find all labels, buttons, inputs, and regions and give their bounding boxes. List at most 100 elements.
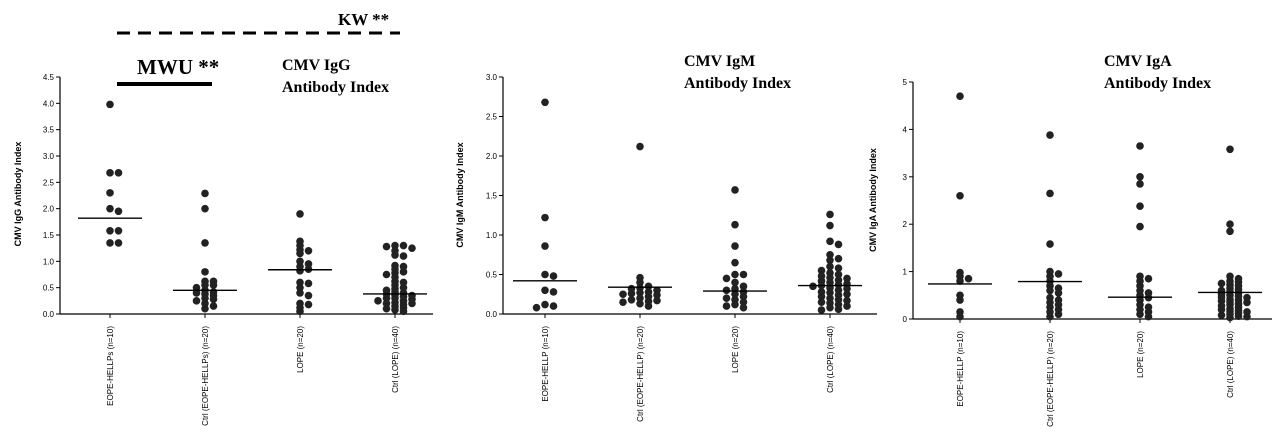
- data-point: [391, 305, 399, 314]
- data-point: [114, 207, 123, 216]
- data-point: [826, 250, 834, 259]
- data-point: [731, 290, 739, 299]
- category-label: Ctrl (LOPE) (n=40): [391, 326, 400, 393]
- data-point: [304, 260, 313, 268]
- y-tick-label: 0.5: [43, 284, 55, 293]
- data-point: [391, 251, 399, 259]
- category-label: EOPE-HELLPs (n=10): [106, 326, 115, 406]
- data-point: [532, 303, 541, 312]
- y-tick-label: 4.0: [43, 99, 55, 108]
- data-point: [399, 268, 408, 276]
- data-point: [627, 289, 636, 298]
- data-point: [722, 274, 731, 283]
- data-point: [201, 268, 209, 276]
- data-point: [1054, 310, 1063, 319]
- data-point: [1046, 240, 1054, 248]
- category-label: LOPE (n=20): [296, 326, 305, 373]
- data-point: [374, 297, 382, 305]
- data-point: [201, 281, 209, 289]
- data-point: [636, 142, 644, 151]
- y-tick-label: 0.5: [486, 271, 498, 280]
- data-point: [296, 278, 304, 287]
- data-point: [956, 296, 964, 304]
- data-point: [731, 270, 739, 279]
- data-point: [209, 302, 218, 310]
- data-point: [106, 239, 114, 247]
- data-point: [619, 290, 627, 299]
- data-point: [1054, 289, 1063, 297]
- y-tick-label: 1.5: [43, 231, 55, 240]
- data-point: [834, 240, 843, 249]
- data-point: [304, 300, 313, 309]
- data-point: [1136, 142, 1144, 150]
- data-point: [541, 286, 549, 295]
- data-point: [739, 298, 748, 306]
- data-point: [1054, 270, 1063, 278]
- data-point: [817, 292, 826, 301]
- data-point: [541, 270, 549, 279]
- data-point: [653, 291, 661, 299]
- data-point: [399, 283, 408, 292]
- data-point: [843, 274, 851, 283]
- data-point: [731, 278, 739, 287]
- iga-scatter-panel: 0 1 2 3 4 5 EOPE-HELLP (n=10) Ctrl (EOPE-HELLP)…: [903, 78, 1272, 427]
- panel-title-igg: CMV IgG Antibody Index: [282, 57, 389, 96]
- y-tick-label: 3.5: [43, 126, 55, 135]
- data-point: [106, 204, 114, 213]
- category-label: LOPE (n=20): [731, 326, 740, 373]
- data-point: [549, 288, 558, 296]
- data-point: [399, 262, 408, 271]
- data-point: [826, 303, 834, 312]
- data-point: [826, 210, 834, 219]
- data-point: [201, 294, 209, 303]
- data-point: [739, 282, 748, 291]
- data-point: [382, 299, 391, 308]
- y-tick-label: 5: [903, 78, 908, 87]
- data-point: [1226, 145, 1234, 154]
- y-tick-label: 0.0: [486, 310, 498, 319]
- data-point: [826, 288, 834, 297]
- data-point: [192, 297, 201, 305]
- data-point: [731, 258, 739, 267]
- data-point: [636, 299, 644, 308]
- data-point: [1226, 313, 1234, 322]
- y-tick-label: 2.0: [486, 152, 498, 161]
- data-point: [1136, 310, 1144, 319]
- y-tick-label: 2.5: [43, 178, 55, 187]
- data-point: [636, 294, 644, 303]
- data-point: [209, 295, 218, 304]
- data-point: [106, 100, 114, 109]
- data-point: [296, 267, 304, 275]
- data-point: [304, 247, 313, 255]
- y-tick-label: 1.5: [486, 192, 498, 201]
- y-tick-label: 2: [903, 220, 908, 229]
- data-point: [1226, 220, 1234, 228]
- data-point: [399, 278, 408, 287]
- data-point: [192, 289, 201, 297]
- data-point: [1136, 173, 1144, 181]
- data-point: [636, 278, 644, 287]
- category-label: Ctrl (LOPE) (n=40): [1226, 331, 1235, 398]
- y-tick-label: 4.5: [43, 73, 55, 82]
- data-point: [408, 244, 416, 252]
- data-point: [834, 254, 843, 263]
- data-point: [549, 302, 558, 310]
- data-point: [1217, 279, 1226, 288]
- data-point: [956, 191, 964, 200]
- data-point: [731, 300, 739, 309]
- data-point: [731, 242, 739, 250]
- data-point: [382, 304, 391, 313]
- mwu-annotation: MWU **: [137, 55, 219, 79]
- data-point: [826, 237, 834, 246]
- y-tick-label: 2.5: [486, 113, 498, 122]
- data-point: [739, 292, 748, 301]
- data-point: [1243, 298, 1251, 307]
- data-point: [619, 298, 627, 306]
- data-point: [636, 288, 644, 297]
- data-point: [653, 296, 661, 305]
- data-point: [1243, 312, 1251, 321]
- data-point: [1226, 227, 1234, 236]
- data-point: [106, 189, 114, 197]
- data-point: [731, 186, 739, 194]
